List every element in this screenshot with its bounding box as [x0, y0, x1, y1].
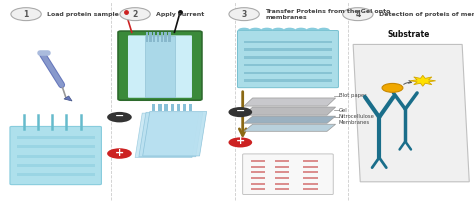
Polygon shape	[410, 75, 436, 86]
FancyBboxPatch shape	[10, 126, 101, 185]
Circle shape	[107, 112, 132, 122]
Bar	[152, 104, 155, 111]
Bar	[158, 104, 162, 111]
Bar	[251, 160, 265, 162]
Circle shape	[11, 8, 41, 21]
Polygon shape	[64, 96, 72, 101]
Bar	[275, 177, 289, 179]
Wedge shape	[249, 28, 262, 30]
FancyBboxPatch shape	[128, 35, 192, 98]
Text: Substrate: Substrate	[387, 30, 430, 39]
Bar	[303, 183, 318, 185]
Bar	[168, 32, 171, 42]
Bar	[244, 48, 332, 51]
Bar	[275, 171, 289, 173]
Text: Transfer Proteins from the Gel onto
membranes: Transfer Proteins from the Gel onto memb…	[265, 8, 391, 20]
Circle shape	[120, 8, 150, 21]
Circle shape	[382, 83, 403, 92]
Bar	[17, 164, 95, 167]
Text: Blot paper: Blot paper	[339, 94, 366, 98]
Text: −: −	[236, 106, 245, 116]
Text: 4: 4	[355, 10, 361, 19]
Bar	[275, 188, 289, 190]
Bar	[275, 166, 289, 168]
Circle shape	[228, 137, 252, 147]
Wedge shape	[306, 28, 319, 30]
Bar	[303, 166, 318, 168]
Wedge shape	[295, 28, 307, 30]
Circle shape	[229, 8, 259, 21]
Bar	[251, 166, 265, 168]
Text: Apply current: Apply current	[156, 12, 205, 17]
Wedge shape	[283, 28, 296, 30]
Text: Gel: Gel	[339, 108, 347, 113]
Bar	[164, 104, 168, 111]
Bar	[244, 79, 332, 82]
Bar	[183, 104, 186, 111]
Bar	[17, 145, 95, 148]
Bar	[149, 32, 152, 42]
Bar	[251, 177, 265, 179]
Bar	[171, 104, 174, 111]
FancyBboxPatch shape	[118, 31, 202, 100]
Text: +: +	[115, 147, 124, 158]
Text: Detection of proteis of membranes: Detection of proteis of membranes	[379, 12, 474, 17]
Polygon shape	[353, 44, 469, 182]
Bar	[17, 136, 95, 139]
Bar	[161, 32, 163, 42]
Text: +: +	[236, 136, 245, 146]
Bar	[251, 183, 265, 185]
Polygon shape	[244, 107, 336, 115]
Text: 2: 2	[132, 10, 138, 19]
Bar	[251, 171, 265, 173]
Bar	[145, 36, 175, 97]
Wedge shape	[318, 28, 330, 30]
Circle shape	[343, 8, 373, 21]
Bar	[303, 160, 318, 162]
Bar	[244, 56, 332, 59]
Bar	[189, 104, 192, 111]
Bar	[303, 188, 318, 190]
Polygon shape	[143, 112, 207, 156]
Circle shape	[228, 107, 252, 117]
Bar	[17, 173, 95, 176]
Text: 1: 1	[23, 10, 29, 19]
Wedge shape	[272, 28, 284, 30]
Bar	[153, 32, 155, 42]
Bar	[244, 64, 332, 66]
Polygon shape	[244, 124, 336, 131]
Polygon shape	[139, 112, 203, 157]
Polygon shape	[135, 113, 199, 158]
Wedge shape	[261, 28, 273, 30]
Bar	[251, 188, 265, 190]
Bar	[303, 177, 318, 179]
Circle shape	[107, 148, 132, 159]
Bar	[17, 155, 95, 158]
Bar	[303, 171, 318, 173]
Bar	[164, 32, 167, 42]
Text: 3: 3	[241, 10, 247, 19]
FancyBboxPatch shape	[243, 154, 333, 195]
Bar	[275, 160, 289, 162]
Polygon shape	[244, 116, 336, 123]
FancyBboxPatch shape	[237, 31, 338, 88]
Text: Load protein sample: Load protein sample	[47, 12, 119, 17]
Bar	[157, 32, 159, 42]
Bar	[177, 104, 180, 111]
Bar	[244, 72, 332, 74]
Text: −: −	[115, 111, 124, 121]
Text: Nitrocellulose
Membranes: Nitrocellulose Membranes	[339, 114, 375, 125]
Wedge shape	[238, 28, 250, 30]
Polygon shape	[244, 98, 336, 106]
Bar	[146, 32, 148, 42]
Bar	[275, 183, 289, 185]
Bar	[244, 41, 332, 43]
